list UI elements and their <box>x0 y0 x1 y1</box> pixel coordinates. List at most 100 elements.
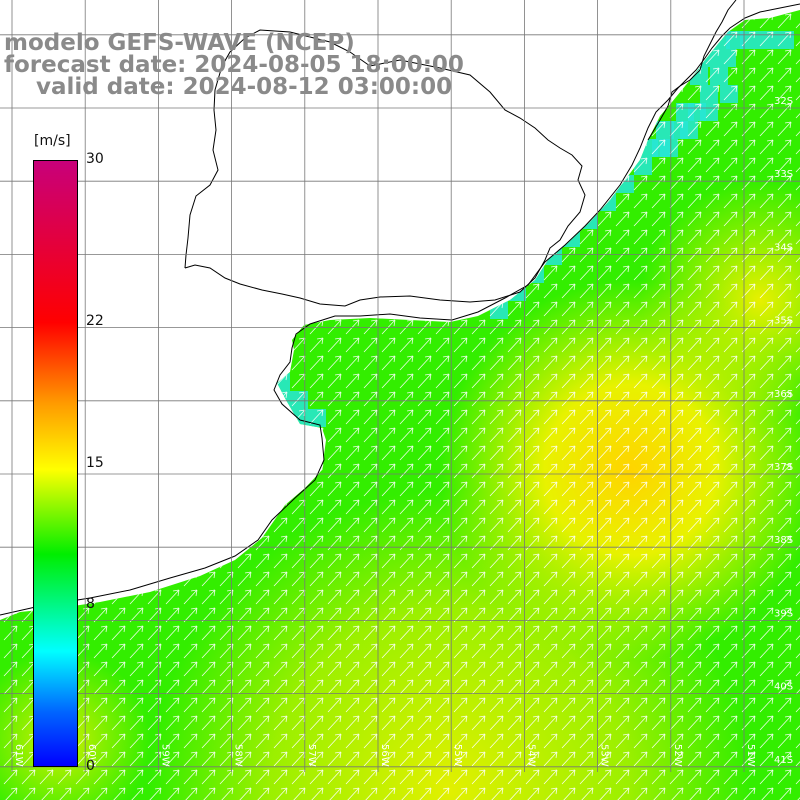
wind-arrow <box>561 679 576 695</box>
wind-arrow <box>363 139 378 155</box>
wind-arrow <box>273 697 288 713</box>
lat-label: 37S <box>774 462 793 473</box>
wind-arrow <box>129 643 144 659</box>
wind-arrow <box>651 625 666 641</box>
low-wind-cell <box>236 301 254 319</box>
wind-arrow <box>759 391 774 407</box>
wind-arrow <box>309 535 324 551</box>
wind-arrow <box>309 391 324 407</box>
wind-arrow <box>345 625 360 641</box>
low-wind-cell <box>272 391 290 409</box>
wind-arrow <box>651 13 666 29</box>
wind-arrow <box>147 265 162 281</box>
wind-arrow <box>795 175 800 191</box>
wind-arrow <box>381 751 396 767</box>
wind-arrow <box>525 13 540 29</box>
wind-arrow <box>777 445 792 461</box>
wind-arrow <box>165 13 180 29</box>
wind-arrow <box>687 643 702 659</box>
wind-arrow <box>309 247 324 263</box>
wind-arrow <box>687 283 702 299</box>
wind-arrow <box>453 571 468 587</box>
wind-arrow <box>345 211 360 227</box>
wind-arrow <box>561 661 576 677</box>
wind-arrow <box>795 715 800 731</box>
wind-arrow <box>525 715 540 731</box>
wind-arrow <box>759 751 774 767</box>
wind-arrow <box>309 103 324 119</box>
wind-arrow <box>453 481 468 497</box>
wind-arrow <box>723 85 738 101</box>
wind-arrow <box>489 679 504 695</box>
wind-arrow <box>795 751 800 767</box>
wind-arrow <box>381 589 396 605</box>
wind-arrow <box>327 283 342 299</box>
wind-arrow <box>363 751 378 767</box>
wind-arrow <box>399 517 414 533</box>
wind-arrow <box>39 769 54 785</box>
wind-arrow <box>147 103 162 119</box>
wind-arrow <box>525 211 540 227</box>
wind-arrow <box>705 193 720 209</box>
wind-arrow <box>255 157 270 173</box>
wind-arrow <box>723 103 738 119</box>
wind-arrow <box>273 157 288 173</box>
wind-arrow <box>183 697 198 713</box>
wind-arrow <box>471 517 486 533</box>
wind-arrow <box>669 31 684 47</box>
wind-arrow <box>183 373 198 389</box>
wind-arrow <box>651 283 666 299</box>
wind-arrow <box>471 283 486 299</box>
wind-arrow <box>255 121 270 137</box>
wind-arrow <box>111 463 126 479</box>
wind-arrow <box>633 535 648 551</box>
wind-arrow <box>381 175 396 191</box>
wind-arrow <box>345 13 360 29</box>
wind-arrow <box>3 463 18 479</box>
wind-arrow <box>561 553 576 569</box>
wind-arrow <box>525 175 540 191</box>
wind-arrow <box>597 715 612 731</box>
wind-arrow <box>93 355 108 371</box>
wind-arrow <box>705 751 720 767</box>
wind-arrow <box>777 571 792 587</box>
wind-arrow <box>489 121 504 137</box>
wind-arrow <box>669 463 684 479</box>
wind-arrow <box>759 247 774 263</box>
wind-arrow <box>669 139 684 155</box>
wind-arrow <box>489 247 504 263</box>
wind-arrow <box>651 553 666 569</box>
wind-arrow <box>183 733 198 749</box>
wind-arrow <box>147 13 162 29</box>
wind-arrow <box>363 643 378 659</box>
wind-arrow <box>759 733 774 749</box>
wind-arrow <box>759 589 774 605</box>
wind-arrow <box>579 355 594 371</box>
wind-arrow <box>417 481 432 497</box>
wind-arrow <box>273 715 288 731</box>
wind-arrow <box>129 607 144 623</box>
wind-arrow <box>237 589 252 605</box>
wind-arrow <box>777 607 792 623</box>
wind-arrow <box>255 481 270 497</box>
wind-arrow <box>507 373 522 389</box>
wind-arrow <box>435 265 450 281</box>
lon-label: 60W <box>86 744 97 767</box>
wind-arrow <box>75 643 90 659</box>
wind-arrow <box>3 535 18 551</box>
wind-arrow <box>453 319 468 335</box>
wind-arrow <box>237 103 252 119</box>
wind-arrow <box>597 337 612 353</box>
wind-arrow <box>543 535 558 551</box>
wind-arrow <box>687 571 702 587</box>
wind-arrow <box>579 319 594 335</box>
lat-label: 39S <box>774 608 793 619</box>
wind-arrow <box>795 319 800 335</box>
wind-arrow <box>705 301 720 317</box>
wind-arrow <box>3 283 18 299</box>
wind-arrow <box>381 517 396 533</box>
wind-arrow <box>399 229 414 245</box>
wind-arrow <box>795 301 800 317</box>
wind-arrow <box>183 427 198 443</box>
wind-arrow <box>273 751 288 767</box>
